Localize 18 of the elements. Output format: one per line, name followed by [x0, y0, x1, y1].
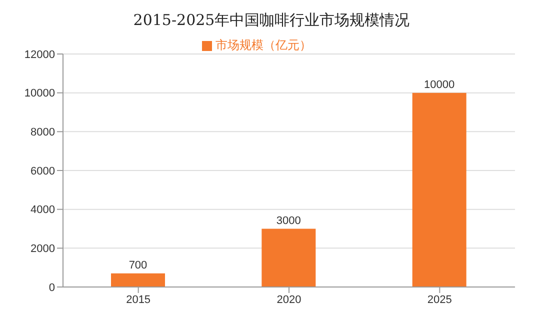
y-tick-label: 2000: [30, 243, 55, 256]
y-tick-label: 8000: [30, 126, 55, 139]
y-tick-label: 12000: [24, 48, 55, 61]
legend-label: 市场规模（亿元）: [216, 38, 312, 52]
x-tick-label: 2015: [126, 294, 151, 306]
bar: [262, 228, 316, 287]
y-tick-label: 0: [48, 282, 55, 294]
data-label: 700: [128, 259, 148, 272]
bar: [412, 92, 466, 287]
x-tick-label: 2020: [276, 294, 302, 306]
y-tick-label: 6000: [30, 165, 55, 178]
y-tick-label: 10000: [24, 88, 55, 100]
data-label: 10000: [424, 78, 455, 91]
data-label: 3000: [276, 214, 301, 227]
chart-title: 2015-2025年中国咖啡行业市场规模情况: [132, 10, 411, 31]
y-tick-label: 4000: [30, 204, 55, 216]
bar: [111, 273, 165, 287]
x-tick-label: 2025: [427, 294, 452, 306]
